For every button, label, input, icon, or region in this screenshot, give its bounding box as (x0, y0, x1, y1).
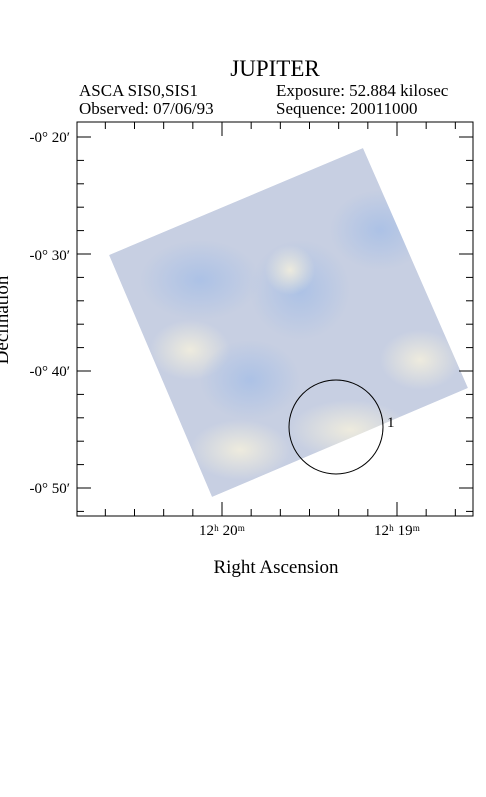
x-axis-label: Right Ascension (213, 557, 339, 578)
sky-image (109, 148, 468, 497)
plot-frame (76, 121, 474, 517)
y-tick-label: -0° 30′ (29, 248, 70, 264)
sequence: Sequence: 20011000 (276, 99, 417, 118)
exposure: Exposure: 52.884 kilosec (276, 81, 449, 100)
region-label: 1 (387, 415, 395, 431)
ticks (77, 122, 473, 516)
y-tick-label: -0° 20′ (29, 130, 70, 146)
region-circle (288, 379, 384, 475)
instrument: ASCA SIS0,SIS1 (79, 81, 198, 100)
y-axis-label: Declination (0, 275, 13, 364)
x-tick-label: 12ʰ 19ᵐ (374, 523, 421, 539)
observed: Observed: 07/06/93 (79, 99, 214, 118)
title: JUPITER (230, 56, 320, 81)
y-tick-label: -0° 50′ (29, 481, 70, 497)
y-tick-label: -0° 40′ (29, 364, 70, 380)
x-tick-label: 12ʰ 20ᵐ (199, 523, 246, 539)
